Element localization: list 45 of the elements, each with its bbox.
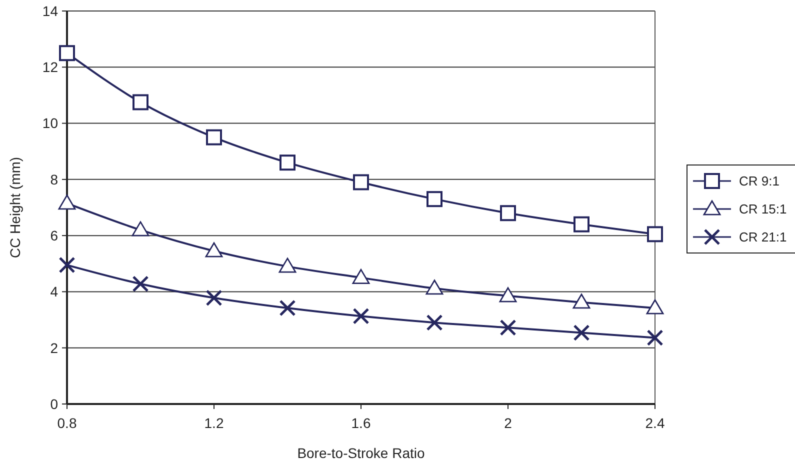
x-axis-title: Bore-to-Stroke Ratio [297,445,426,461]
point [58,256,76,274]
point [132,276,149,292]
x-tick-label: 1.6 [351,415,371,431]
y-tick-label: 4 [50,284,58,300]
y-tick-label: 14 [42,2,58,19]
point [426,280,444,295]
point [573,324,590,341]
point [574,216,590,232]
point [206,129,222,146]
legend-label: CR 21:1 [739,230,787,245]
point [500,205,516,222]
point [426,191,442,208]
x-tick-label: 2.4 [645,415,665,431]
point [132,94,148,110]
point [646,330,664,346]
point [59,45,75,62]
point [646,299,664,314]
point [205,242,223,258]
y-tick-label: 8 [50,171,58,188]
x-tick-label: 2 [504,415,512,431]
y-tick-label: 2 [50,340,58,356]
point [279,300,296,316]
point [499,287,517,302]
point [132,221,150,236]
point [572,294,590,309]
y-tick-label: 0 [50,396,58,412]
point [500,319,516,336]
x-tick-label: 1.2 [204,415,224,431]
y-tick-label: 10 [42,115,58,132]
point [278,258,296,273]
point [352,268,370,284]
point [280,154,296,171]
y-axis-title: CC Height (mm) [7,156,23,258]
x-tick-label: 0.8 [57,415,77,431]
point [353,174,369,190]
y-tick-label: 6 [50,227,58,244]
point [426,314,443,331]
point [352,308,370,324]
point [206,290,222,306]
point [647,226,663,242]
legend-label: CR 9:1 [739,174,780,189]
legend-label: CR 15:1 [739,202,787,217]
point [58,194,76,210]
y-tick-label: 12 [42,59,58,76]
